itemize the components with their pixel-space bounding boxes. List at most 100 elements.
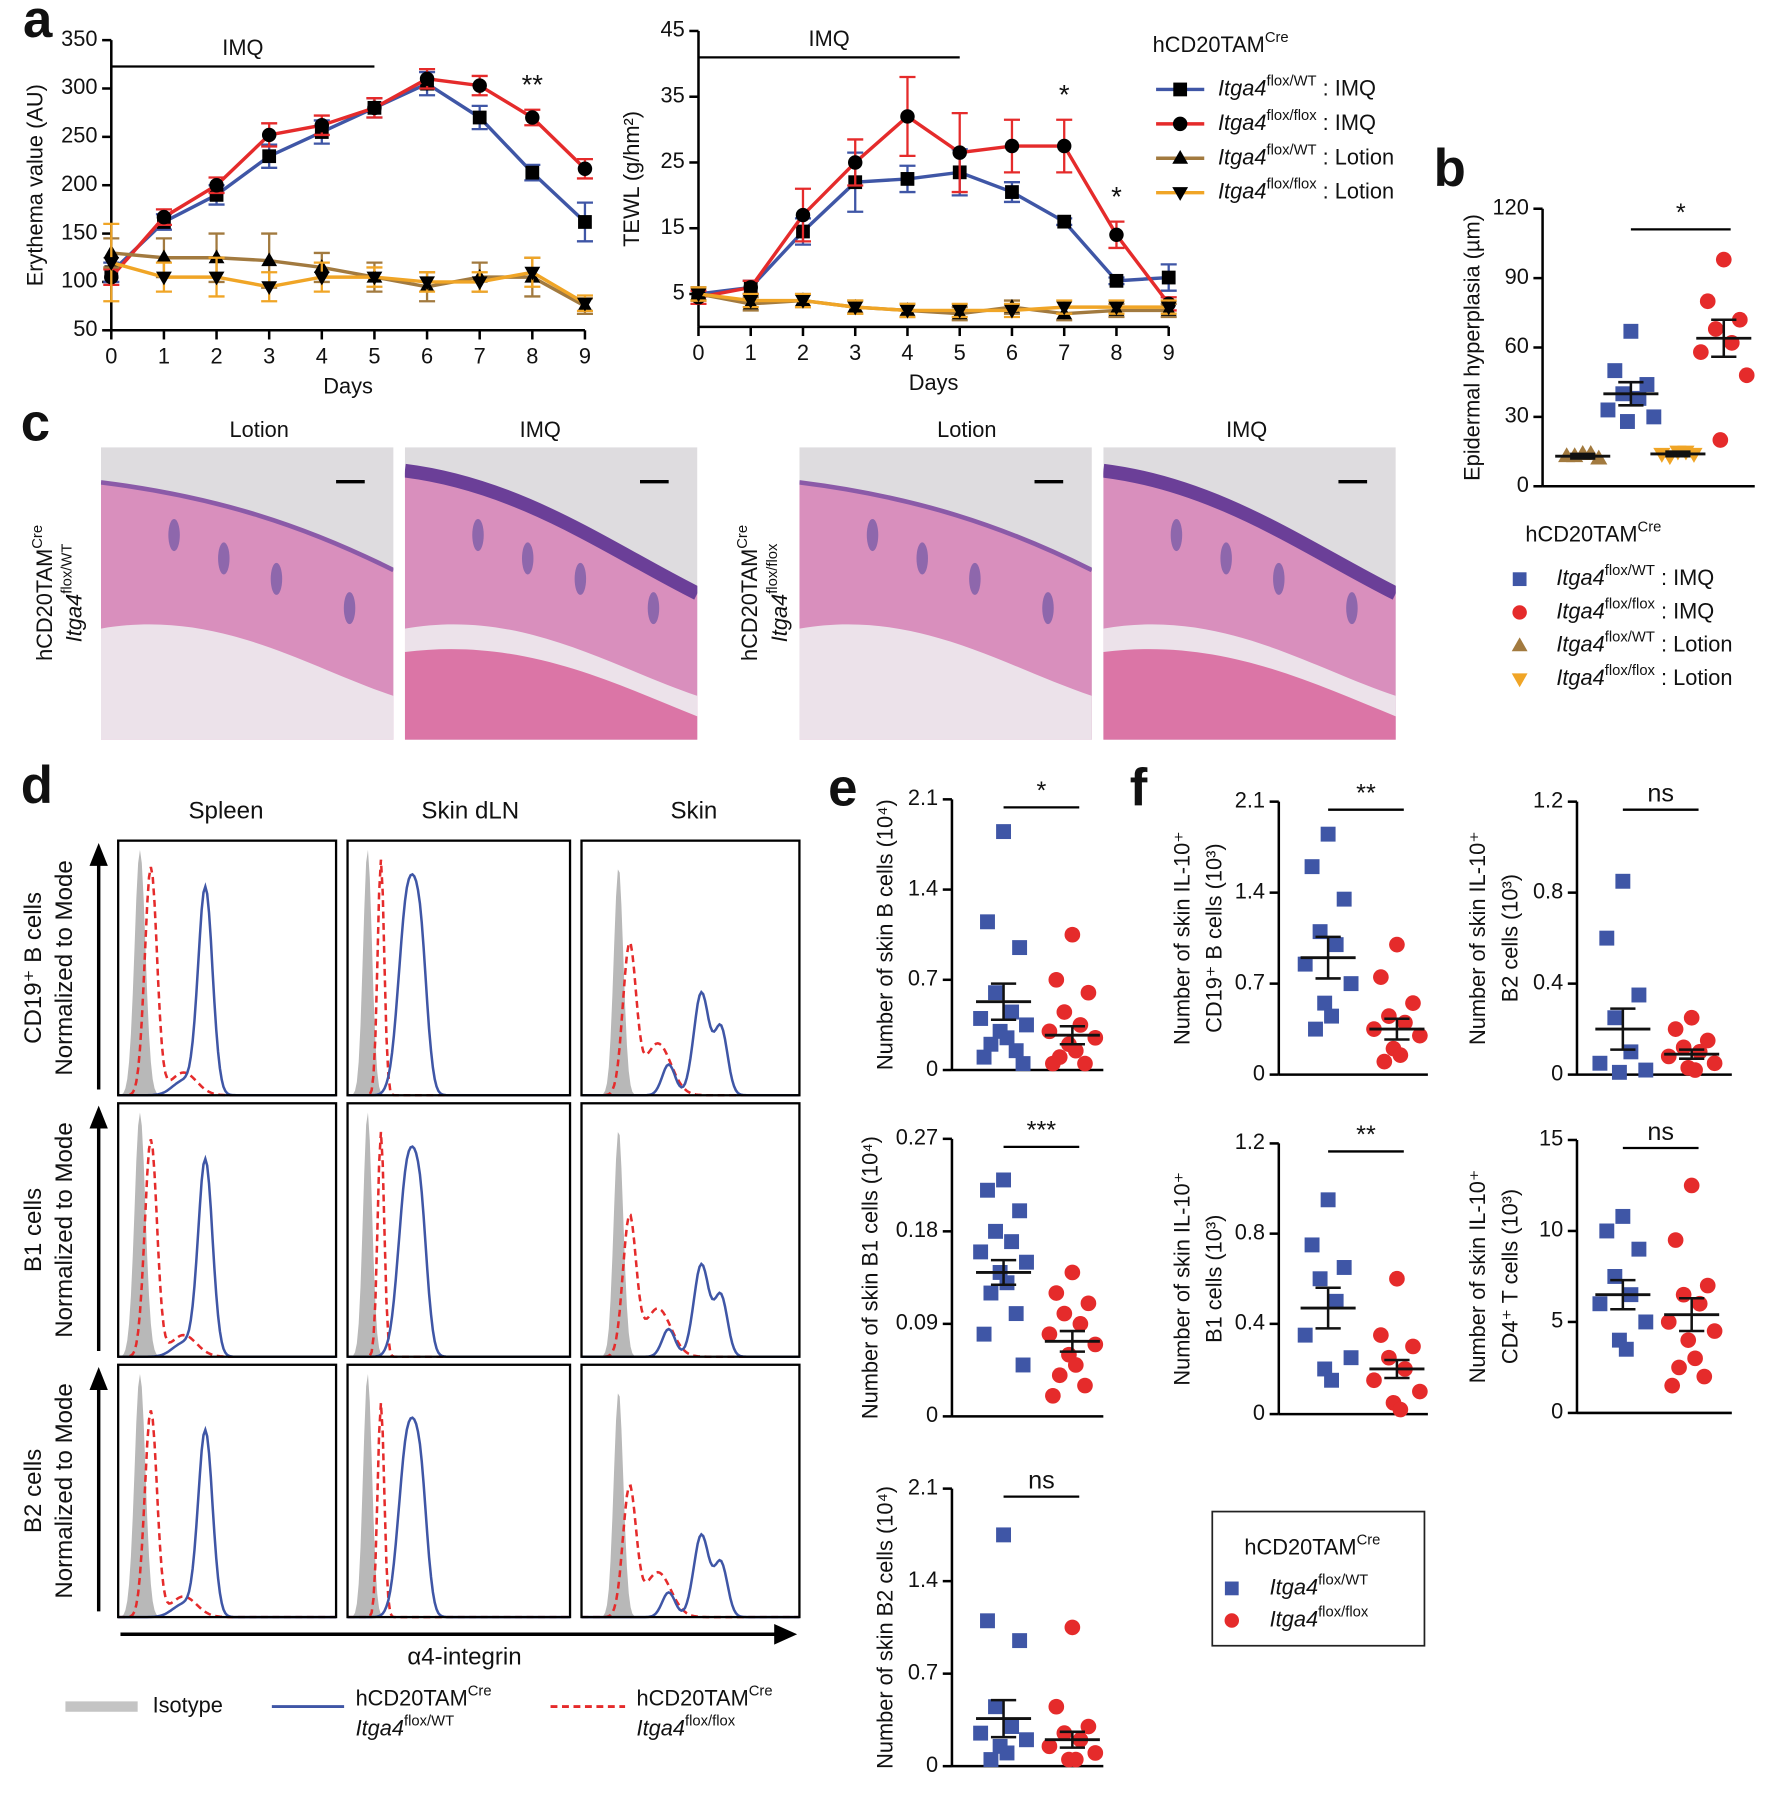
data-point (313, 271, 330, 286)
data-point (1631, 1241, 1647, 1257)
data-point (1048, 971, 1065, 988)
row-label: hCD20TAMCre (735, 525, 762, 661)
y-tick-label: 0 (1253, 1060, 1265, 1085)
column-title: Lotion (230, 417, 289, 442)
data-point (983, 1036, 999, 1052)
y-tick-label: 200 (61, 171, 97, 196)
y-tick-label: 10 (1539, 1217, 1563, 1242)
legend-marker (1512, 605, 1527, 620)
y-tick-label: 0.27 (896, 1125, 938, 1150)
follicle (270, 562, 283, 595)
row-label: hCD20TAMCre (30, 525, 57, 661)
follicle (521, 542, 534, 575)
data-point (1392, 1047, 1409, 1063)
data-point (743, 280, 758, 295)
x-arrowhead (774, 1623, 798, 1645)
data-point (899, 304, 916, 319)
data-point (1064, 1264, 1081, 1281)
data-point (1048, 1698, 1065, 1715)
significance: * (1111, 181, 1122, 212)
sem-bar (990, 1698, 1017, 1739)
data-point (1087, 1336, 1104, 1353)
x-tick-label: 0 (105, 344, 117, 369)
data-point (1687, 1350, 1703, 1367)
follicle (1273, 562, 1285, 595)
data-point (1056, 301, 1073, 316)
y-tick-label: 25 (660, 148, 684, 173)
data-point (1405, 1338, 1421, 1355)
column-title: IMQ (1226, 417, 1267, 442)
data-point (1376, 1053, 1393, 1070)
data-point (1639, 377, 1655, 392)
x-tick-label: 4 (901, 340, 913, 365)
data-point (367, 100, 382, 116)
row-label: B2 cells (20, 1449, 47, 1533)
histogram-frame (346, 839, 572, 1097)
isotype-histogram (347, 1112, 571, 1357)
significance: * (1036, 777, 1046, 805)
data-point (973, 1244, 989, 1260)
y-axis-label: CD4⁺ T cells (10³) (1497, 1189, 1522, 1364)
x-tick-label: 5 (954, 340, 966, 365)
y-axis-label: Number of skin B1 cells (10⁴) (857, 1136, 882, 1419)
histogram-frame (346, 1363, 572, 1619)
legend-label: Itga4flox/flox : Lotion (1556, 663, 1732, 690)
follicle (1170, 518, 1183, 552)
sem-bar (1059, 1730, 1085, 1749)
y-tick-label: 250 (61, 123, 97, 148)
sem-bar (990, 1258, 1017, 1287)
data-point (1067, 1751, 1084, 1768)
y-axis-label: Number of skin B2 cells (10⁴) (872, 1486, 897, 1769)
legend-label: Itga4flox/WT (356, 1713, 455, 1740)
data-point (472, 110, 487, 125)
data-point (1308, 1021, 1323, 1037)
data-point (1683, 1009, 1700, 1026)
row-label: Itga4flox/WT (60, 544, 87, 643)
y-axis-label: Number of skin IL-10⁺ (1465, 831, 1490, 1045)
legend-label: Itga4flox/WT (1270, 1572, 1369, 1599)
data-point (1297, 956, 1313, 972)
y-arrowhead (89, 1105, 108, 1129)
legend-label: Itga4flox/flox : IMQ (1218, 108, 1376, 135)
y-arrowhead (89, 842, 108, 866)
y-tick-label: 0 (926, 1752, 938, 1777)
data-point (1005, 185, 1019, 199)
x-tick-label: 4 (316, 344, 328, 369)
y-tick-label: 15 (1539, 1126, 1563, 1151)
data-point (1015, 1357, 1031, 1373)
data-point (996, 1527, 1012, 1543)
data-point (1324, 1008, 1340, 1024)
subcutis (100, 624, 394, 740)
x-tick-label: 2 (210, 344, 222, 369)
legend-label: Itga4flox/WT : Lotion (1556, 630, 1732, 657)
data-point (1087, 1745, 1104, 1761)
y-tick-label: 0.4 (1235, 1310, 1265, 1335)
sem-bar (1679, 1297, 1705, 1333)
row-label: Normalized to Mode (51, 1122, 78, 1337)
y-tick-label: 0.8 (1235, 1219, 1265, 1244)
data-point (1004, 138, 1020, 154)
data-point (999, 1275, 1015, 1291)
column-title: Spleen (188, 797, 263, 824)
data-point (1712, 432, 1729, 448)
y-axis-label: Number of skin IL-10⁺ (1169, 831, 1194, 1045)
y-tick-label: 0 (926, 1056, 938, 1081)
legend-label: Itga4flox/flox (637, 1713, 736, 1740)
histology-image (100, 447, 394, 740)
data-point (1683, 1177, 1700, 1194)
x-tick-label: 5 (368, 344, 380, 369)
y-axis-label: B1 cells (10³) (1201, 1215, 1226, 1343)
x-tick-label: 6 (421, 344, 433, 369)
data-point (1623, 323, 1639, 339)
data-point (1328, 1293, 1344, 1309)
data-point (366, 271, 383, 286)
panel-label: b (1434, 139, 1466, 198)
follicle (1220, 542, 1232, 575)
x-tick-label: 2 (797, 340, 809, 365)
data-point (1109, 227, 1124, 243)
sem-bar (990, 982, 1017, 1022)
epidermis (100, 480, 394, 573)
row-label: Itga4flox/flox (765, 543, 792, 642)
data-point (1072, 1017, 1089, 1033)
data-point (1064, 926, 1081, 943)
